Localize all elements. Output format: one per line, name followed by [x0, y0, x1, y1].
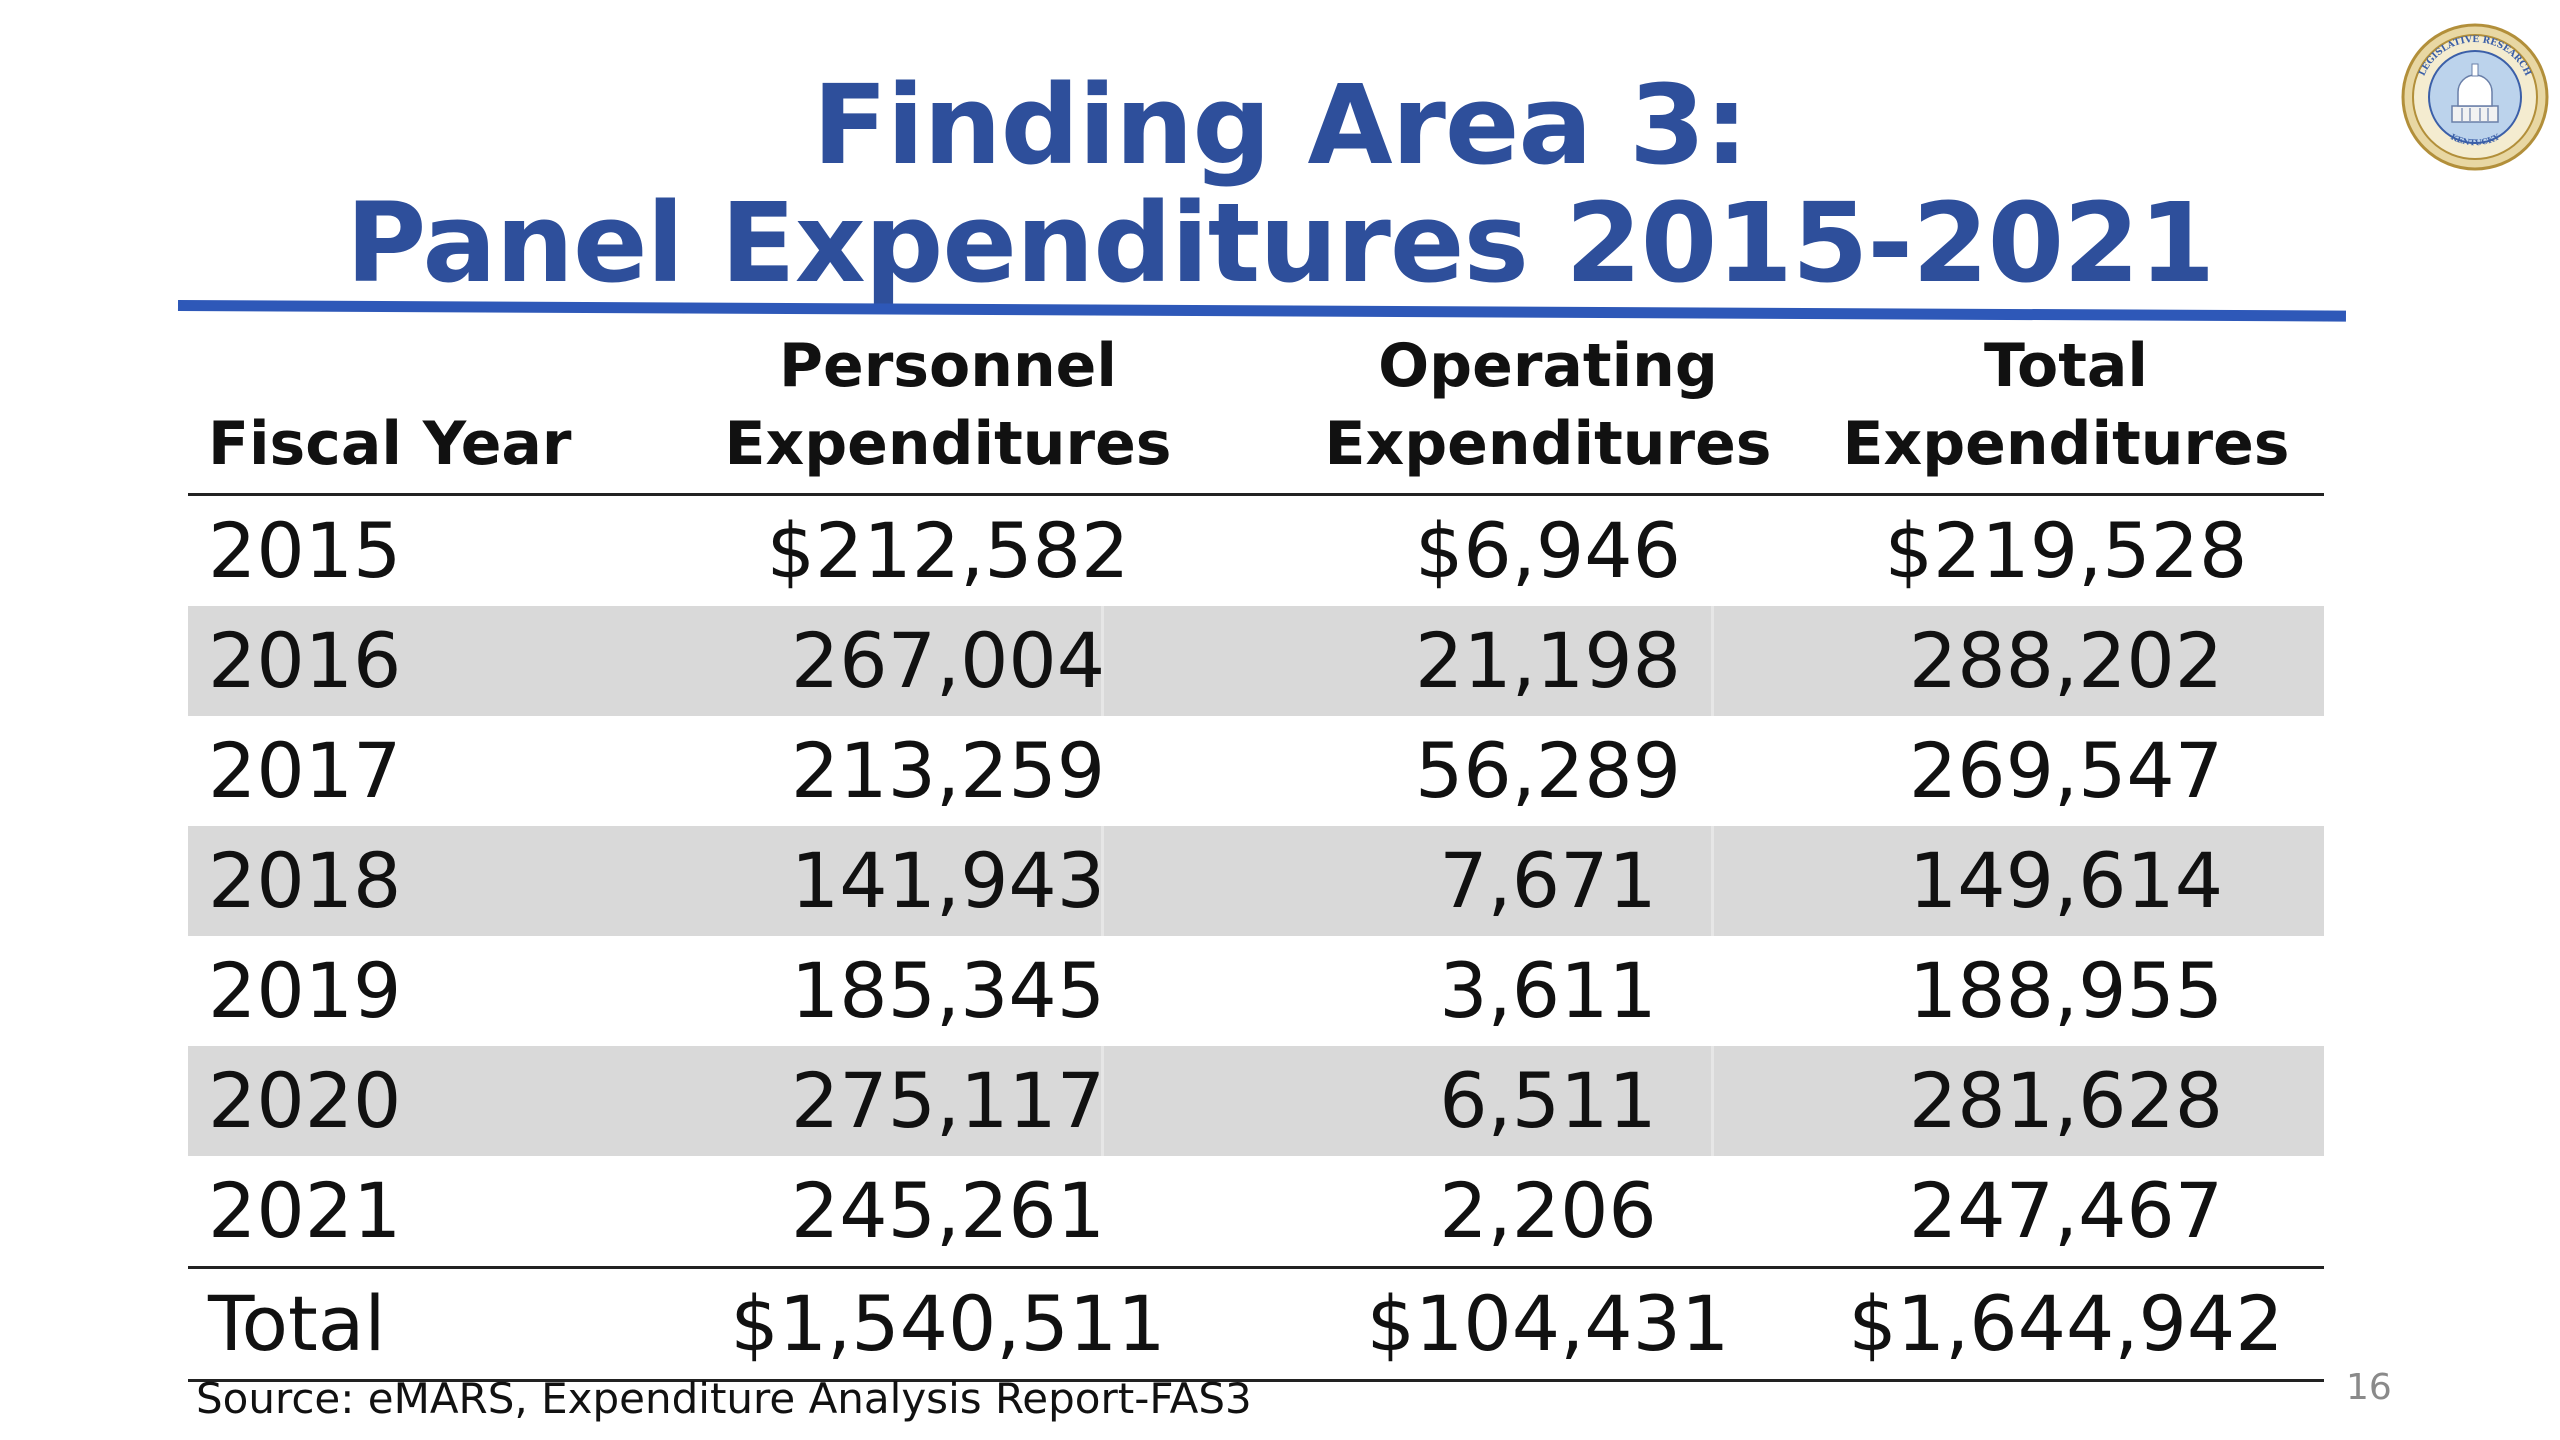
cell-fiscal-year: 2017	[208, 726, 402, 815]
svg-text:KENTUCKY: KENTUCKY	[2449, 131, 2501, 147]
cell-operating: 6,511	[1439, 1056, 1657, 1145]
table-row: 2019 185,345 3,611 188,955	[188, 936, 2324, 1046]
legislative-research-commission-seal-icon: LEGISLATIVE RESEARCH KENTUCKY	[2401, 23, 2549, 171]
header-personnel-line-1: Personnel	[779, 331, 1117, 401]
cell-operating: 3,611	[1439, 946, 1657, 1035]
header-personnel-expenditures: Personnel Expenditures	[608, 327, 1288, 483]
header-fiscal-year: Fiscal Year	[208, 409, 572, 479]
table-row: 2016 267,004 21,198 288,202	[188, 606, 2324, 716]
table-header-row: Fiscal Year Personnel Expenditures Opera…	[188, 330, 2324, 496]
cell-personnel: 213,259	[790, 726, 1106, 815]
cell-fiscal-year: 2018	[208, 836, 402, 925]
cell-total: 269,547	[1908, 726, 2224, 815]
cell-fiscal-year: 2021	[208, 1166, 402, 1255]
header-total-expenditures: Total Expenditures	[1842, 331, 2290, 479]
cell-personnel: 185,345	[790, 946, 1106, 1035]
table-row: 2017 213,259 56,289 269,547	[188, 716, 2324, 826]
table-row: 2018 141,943 7,671 149,614	[188, 826, 2324, 936]
cell-fiscal-year: 2015	[208, 506, 402, 595]
cell-personnel: 141,943	[790, 836, 1106, 925]
cell-fiscal-year: 2016	[208, 616, 402, 705]
cell-total: $219,528	[1884, 506, 2248, 595]
page-number: 16	[2346, 1367, 2392, 1408]
cell-personnel: 267,004	[790, 616, 1106, 705]
cell-personnel: $212,582	[766, 506, 1130, 595]
row-shading	[188, 1046, 2324, 1156]
source-note: Source: eMARS, Expenditure Analysis Repo…	[196, 1374, 1252, 1423]
slide-title-line-2: Panel Expenditures 2015-2021	[345, 179, 2215, 307]
table-total-row: Total $1,540,511 $104,431 $1,644,942	[188, 1266, 2324, 1382]
slide-title-line-1: Finding Area 3:	[812, 61, 1749, 189]
total-total: $1,644,942	[1848, 1279, 2284, 1368]
cell-fiscal-year: 2020	[208, 1056, 402, 1145]
cell-total: 247,467	[1908, 1166, 2224, 1255]
total-operating: $104,431	[1366, 1279, 1730, 1368]
header-operating-line-2: Expenditures	[1324, 409, 1772, 479]
cell-fiscal-year: 2019	[208, 946, 402, 1035]
cell-operating: 2,206	[1439, 1166, 1657, 1255]
cell-total: 288,202	[1908, 616, 2224, 705]
cell-operating: 21,198	[1415, 616, 1681, 705]
cell-personnel: 275,117	[790, 1056, 1106, 1145]
total-label: Total	[208, 1279, 386, 1368]
cell-total: 281,628	[1908, 1056, 2224, 1145]
header-operating-line-1: Operating	[1378, 331, 1718, 401]
cell-operating: $6,946	[1415, 506, 1681, 595]
total-personnel: $1,540,511	[730, 1279, 1166, 1368]
cell-total: 149,614	[1908, 836, 2224, 925]
row-shading	[188, 606, 2324, 716]
table-row: 2015 $212,582 $6,946 $219,528	[188, 496, 2324, 606]
cell-personnel: 245,261	[790, 1166, 1106, 1255]
header-personnel-line-2: Expenditures	[724, 409, 1172, 479]
cell-operating: 56,289	[1415, 726, 1681, 815]
header-operating-expenditures: Operating Expenditures	[1288, 327, 1808, 483]
cell-total: 188,955	[1908, 946, 2224, 1035]
table-row: 2020 275,117 6,511 281,628	[188, 1046, 2324, 1156]
table-row: 2021 245,261 2,206 247,467	[188, 1156, 2324, 1266]
row-shading	[188, 826, 2324, 936]
cell-operating: 7,671	[1439, 836, 1657, 925]
expenditures-table: Fiscal Year Personnel Expenditures Opera…	[188, 330, 2324, 1382]
